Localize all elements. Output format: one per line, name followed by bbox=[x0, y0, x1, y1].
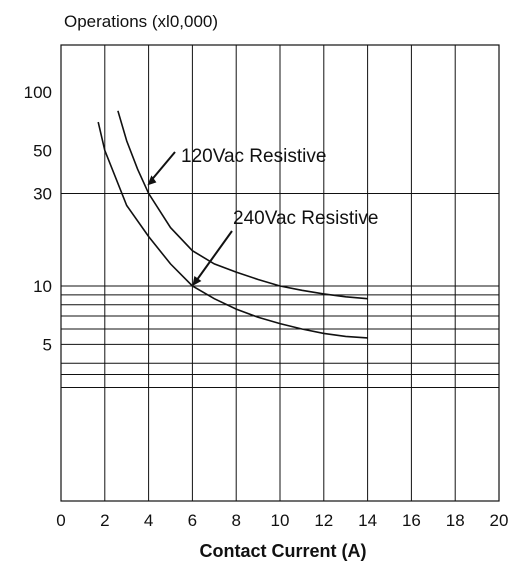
annotation-arrow-240vac bbox=[194, 230, 233, 283]
curves bbox=[97, 110, 368, 339]
vertical-gridlines bbox=[104, 45, 456, 501]
annotations: 120Vac Resistive 240Vac Resistive bbox=[147, 146, 378, 286]
x-tick-label: 2 bbox=[100, 511, 109, 530]
annotation-arrow-120vac bbox=[149, 151, 176, 183]
x-tick-label: 0 bbox=[56, 511, 65, 530]
x-tick-label: 20 bbox=[490, 511, 509, 530]
y-tick-label: 50 bbox=[33, 141, 52, 160]
x-tick-label: 14 bbox=[358, 511, 377, 530]
series-line-2 bbox=[97, 121, 368, 339]
x-tick-label: 12 bbox=[314, 511, 333, 530]
y-tick-label: 10 bbox=[33, 277, 52, 296]
series-line-1 bbox=[117, 110, 368, 300]
x-tick-label: 10 bbox=[271, 511, 290, 530]
x-tick-label: 4 bbox=[144, 511, 153, 530]
arrowhead-120vac bbox=[147, 175, 157, 186]
x-tick-label: 6 bbox=[188, 511, 197, 530]
plot-frame bbox=[60, 44, 500, 502]
arrowhead-240vac bbox=[192, 276, 202, 286]
y-tick-labels: 100 50 30 10 5 bbox=[24, 83, 52, 354]
x-tick-label: 16 bbox=[402, 511, 421, 530]
x-axis-label: Contact Current (A) bbox=[200, 541, 367, 561]
y-tick-label: 5 bbox=[43, 335, 52, 354]
y-axis-label: Operations (xl0,000) bbox=[64, 12, 218, 31]
annotation-240vac: 240Vac Resistive bbox=[233, 208, 378, 229]
x-tick-label: 18 bbox=[446, 511, 465, 530]
annotation-120vac: 120Vac Resistive bbox=[181, 146, 326, 167]
x-tick-labels: 0 2 4 6 8 10 12 14 16 18 20 bbox=[56, 511, 508, 530]
x-tick-label: 8 bbox=[231, 511, 240, 530]
y-tick-label: 100 bbox=[24, 83, 52, 102]
y-tick-label: 30 bbox=[33, 184, 52, 203]
